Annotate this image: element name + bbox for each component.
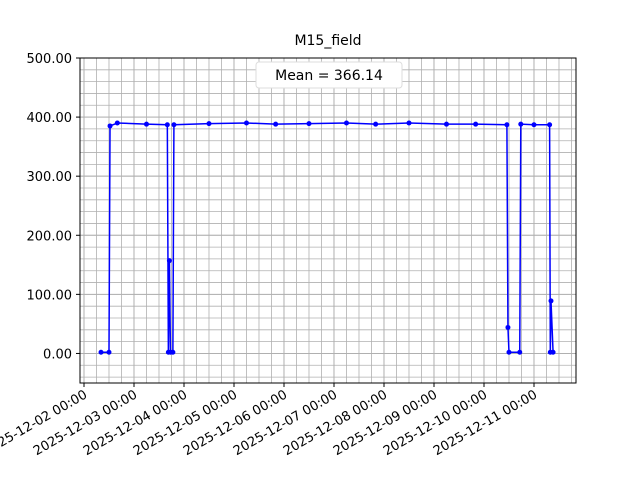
data-point: [505, 324, 511, 330]
data-point: [343, 120, 349, 126]
y-tick-label: 500.00: [27, 52, 73, 67]
data-point: [373, 121, 379, 127]
data-point: [443, 121, 449, 127]
data-point: [506, 349, 512, 355]
y-tick-label: 0.00: [43, 347, 72, 362]
plot-frame: [79, 57, 577, 384]
data-point: [243, 120, 249, 126]
data-point: [504, 122, 510, 128]
annotation-box: [255, 61, 403, 89]
data-point: [406, 120, 412, 126]
data-point: [206, 121, 212, 127]
data-point: [106, 349, 112, 355]
data-point: [531, 122, 537, 128]
data-point: [164, 122, 170, 128]
data-point: [518, 121, 524, 127]
y-tick-label: 300.00: [27, 170, 73, 185]
data-point: [98, 349, 104, 355]
data-point: [550, 349, 556, 355]
data-point: [107, 123, 113, 129]
data-point: [171, 122, 177, 128]
data-point: [547, 122, 553, 128]
data-point: [166, 258, 172, 264]
data-point: [170, 349, 176, 355]
chart-title: M15_field: [294, 33, 361, 49]
y-tick-label: 200.00: [27, 229, 73, 244]
data-point: [273, 121, 279, 127]
data-point: [114, 120, 120, 126]
y-tick-label: 400.00: [27, 111, 73, 126]
data-point: [517, 349, 523, 355]
annotation: Mean = 366.14: [275, 68, 383, 84]
y-tick-label: 100.00: [27, 288, 73, 303]
data-point: [548, 298, 554, 304]
data-point: [143, 121, 149, 127]
data-point: [306, 121, 312, 127]
data-point: [473, 121, 479, 127]
